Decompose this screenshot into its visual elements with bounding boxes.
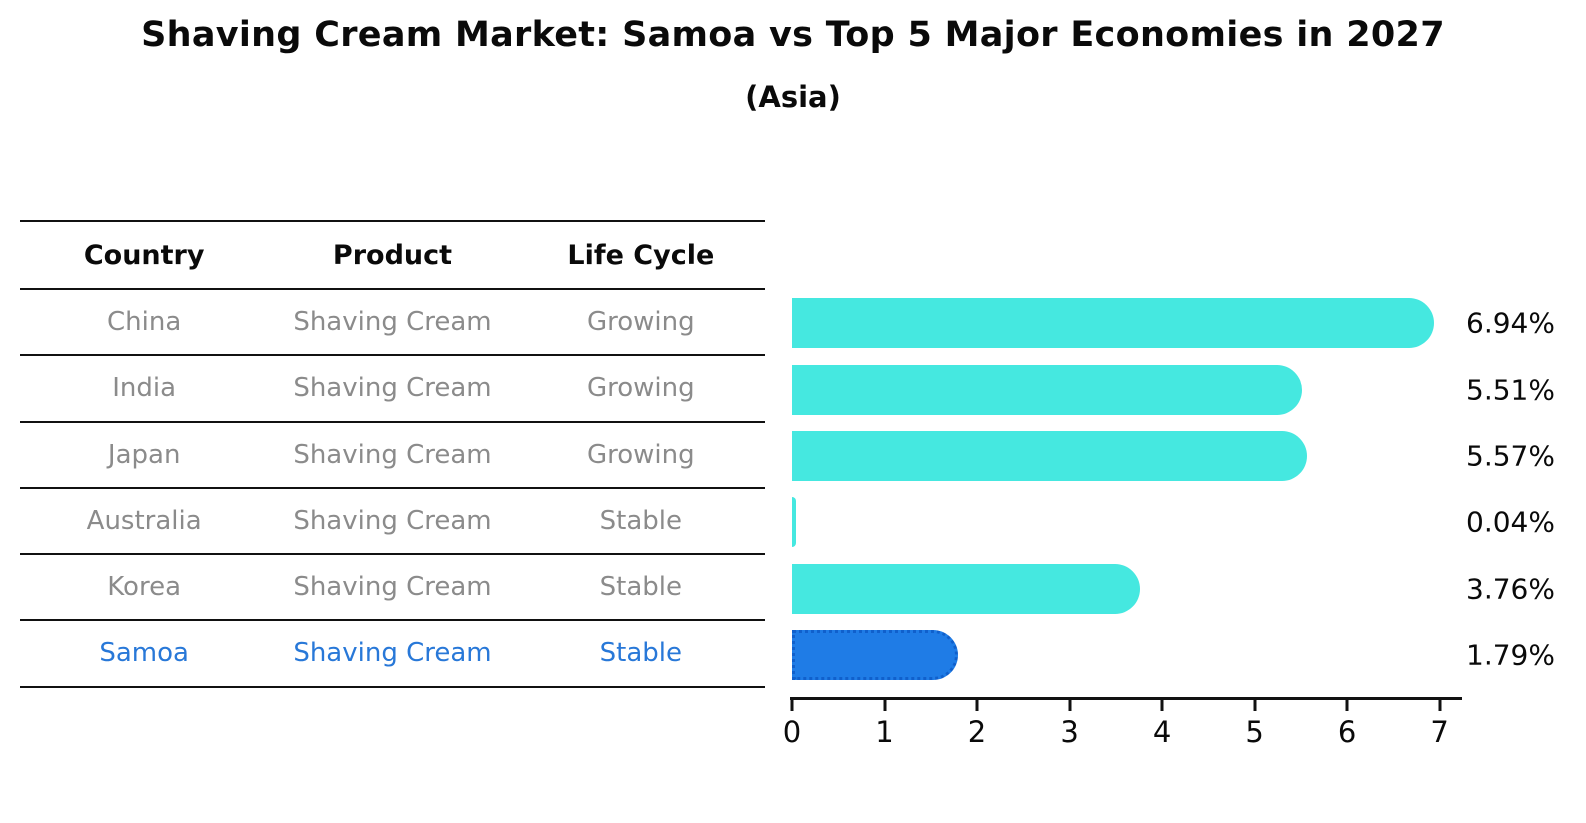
x-axis-tick-label: 4 [1152,715,1172,749]
x-axis-tick-label: 1 [875,715,894,749]
table-cell-country: Australia [86,505,202,536]
table-row-japan: Japan Shaving Cream Growing [20,423,765,489]
bar-korea [792,563,1140,614]
x-axis-tick [1253,700,1257,711]
x-axis-tick-label: 7 [1430,715,1449,749]
bar-value-labels: 6.94% 5.51% 5.57% 0.04% 3.76% 1.79% [1466,290,1586,688]
table-cell-product: Shaving Cream [293,505,492,536]
x-axis-tick [790,700,794,711]
table-cell-product: Shaving Cream [293,307,492,338]
table-row-samoa: Samoa Shaving Cream Stable [20,621,765,688]
table-row-korea: Korea Shaving Cream Stable [20,555,765,622]
bar-value-label: 3.76% [1466,572,1555,605]
x-axis-tick [1160,700,1164,711]
table-cell-country: Korea [107,572,182,603]
table-cell-life-cycle: Stable [599,638,682,669]
table-header-product: Product [332,239,453,271]
table-cell-product: Shaving Cream [293,572,492,603]
table-header-life-cycle: Life Cycle [567,239,715,271]
table-cell-country: India [112,373,177,404]
x-axis-tick-label: 5 [1245,715,1264,749]
x-axis-tick-label: 3 [1060,715,1079,749]
x-axis-tick [975,700,979,711]
table-cell-country: Samoa [99,638,189,669]
table-cell-life-cycle: Growing [586,439,695,470]
table-cell-product: Shaving Cream [293,373,492,404]
x-axis-tick [1438,700,1442,711]
comparison-table: Country Product Life Cycle China Shaving Cr… [20,220,765,688]
bar-value-label: 5.57% [1466,439,1555,473]
x-axis-tick [883,700,887,711]
table-cell-product: Shaving Cream [293,439,492,470]
chart-title: Shaving Cream Market: Samoa vs Top 5 Maj… [141,15,1445,55]
bar-japan [792,430,1308,481]
x-axis-tick-label: 2 [967,715,987,749]
x-axis-tick [1345,700,1349,711]
x-axis: 0 1 2 3 4 5 6 7 [783,697,1462,756]
bar-china [792,298,1435,349]
table-cell-life-cycle: Stable [599,572,682,603]
x-axis-tick-label: 6 [1337,715,1357,749]
table-header-row: Country Product Life Cycle [20,220,765,290]
x-axis-tick-label: 0 [782,715,802,749]
table-row-china: China Shaving Cream Growing [20,290,765,357]
bar-value-label: 5.51% [1466,373,1555,406]
bar-value-label: 0.04% [1466,505,1555,539]
bar-value-label: 6.94% [1466,306,1555,340]
table-header-country: Country [83,239,205,271]
bar-australia [792,497,796,548]
bar-india [792,364,1302,415]
chart-subtitle: (Asia) [745,80,841,114]
table-cell-life-cycle: Stable [599,505,682,536]
bar-chart [792,290,1460,688]
bar-samoa [792,629,958,680]
table-body: China Shaving Cream Growing India Shaving Cr… [20,290,765,688]
table-row-australia: Australia Shaving Cream Stable [20,489,765,555]
table-cell-product: Shaving Cream [293,638,492,669]
table-cell-life-cycle: Growing [586,307,695,338]
table-cell-life-cycle: Growing [586,373,695,404]
x-axis-tick [1068,700,1072,711]
table-cell-country: Japan [107,439,181,470]
table-cell-country: China [107,307,182,338]
bar-value-label: 1.79% [1466,638,1555,672]
table-row-india: India Shaving Cream Growing [20,356,765,423]
